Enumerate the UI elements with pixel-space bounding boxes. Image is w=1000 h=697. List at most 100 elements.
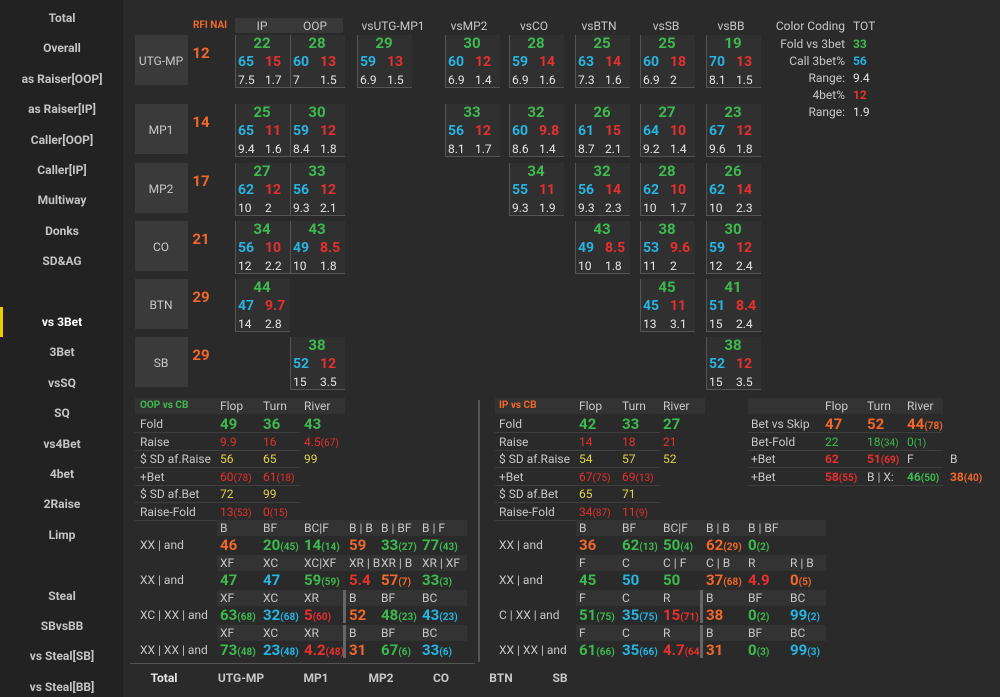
fourbet-value: 15 (265, 54, 282, 70)
tab[interactable]: SB (552, 671, 568, 685)
legend-label: Fold vs 3bet (780, 37, 845, 51)
call-value: 59 (293, 123, 310, 139)
sidebar-item[interactable]: vs Steal[SB] (29, 649, 95, 664)
sidebar-item[interactable]: as Raiser[IP] (28, 102, 96, 117)
grid-header: BF (263, 521, 278, 535)
row-line (748, 467, 943, 468)
fold-value: 19 (724, 34, 742, 52)
call-value: 62 (709, 182, 726, 198)
position-label: MP2 (148, 182, 174, 196)
grid-value: 0(5) (790, 571, 812, 589)
sidebar-item[interactable]: Steal (48, 588, 76, 603)
stat-value: 16 (263, 434, 277, 449)
grid-header: XF (220, 591, 235, 605)
sidebar-item[interactable]: Limp (48, 527, 76, 542)
stat-value: 4.5(67) (304, 434, 339, 449)
sidebar-item[interactable]: as Raiser[OOP] (21, 71, 103, 86)
grid-header: R (663, 591, 671, 605)
stat-cell (706, 163, 761, 216)
grid-value: 35(66) (622, 641, 658, 659)
fourbet-value: 8.5 (605, 240, 626, 256)
sample-count: (69) (880, 455, 900, 466)
sample-count: (45) (280, 542, 299, 553)
call-value: 49 (578, 240, 595, 256)
grid-label: XX | and (140, 538, 184, 552)
fold-value: 30 (308, 103, 326, 121)
row-label: Raise (140, 434, 170, 449)
stat-cell (706, 221, 761, 274)
position-label: MP1 (148, 123, 174, 137)
sidebar-item[interactable]: Caller[IP] (37, 163, 87, 177)
sidebar-item[interactable]: SQ (54, 406, 70, 421)
call-value: 62 (643, 182, 660, 198)
sample-count: (9) (635, 507, 649, 519)
stat-cell (706, 104, 761, 157)
grid-header: XC (263, 591, 279, 605)
call-value: 59 (512, 54, 529, 70)
tab[interactable]: Total (150, 671, 178, 685)
tab[interactable]: BTN (489, 671, 513, 685)
sidebar-item[interactable]: vs4Bet (43, 436, 81, 451)
fourbet-range: 1.7 (475, 142, 492, 156)
grid-value: 52 (349, 606, 367, 624)
fold-value: 33 (463, 103, 481, 121)
grid-header-bg (576, 555, 826, 571)
fold-value: 38 (724, 336, 742, 354)
stat-value: 51(69) (867, 452, 900, 466)
grid-label: XX | and (140, 573, 184, 587)
sidebar-item[interactable]: 3Bet (49, 345, 75, 360)
position-label: SB (153, 356, 169, 370)
sidebar-item[interactable]: SBvsBB (40, 619, 84, 633)
sidebar-item[interactable]: SD&AG (42, 254, 82, 269)
stat-value: 47 (825, 415, 843, 433)
row-line (135, 449, 300, 451)
sidebar-item[interactable]: vs 3Bet (41, 315, 83, 329)
call-range: 9.3 (512, 201, 529, 215)
sidebar-item[interactable]: 2Raise (43, 497, 81, 512)
stat-value: 62 (825, 452, 839, 466)
sidebar-item[interactable]: 4bet (49, 467, 75, 481)
grid-value: 4.2(48) (304, 641, 345, 659)
call-range: 10 (578, 259, 592, 273)
grid-header: BC (790, 591, 806, 605)
sample-count: (27) (398, 542, 417, 553)
tab[interactable]: CO (432, 671, 450, 685)
grid-header: XC (263, 556, 279, 570)
tab[interactable]: UTG-MP (217, 671, 265, 685)
stat-value: 38(40) (950, 469, 983, 484)
fold-value: 34 (527, 162, 545, 180)
fold-value: 30 (724, 220, 742, 238)
position-box (135, 35, 188, 85)
call-value: 45 (643, 298, 660, 314)
sample-count: (1) (913, 437, 927, 449)
sample-count: (3) (807, 647, 820, 658)
fold-value: 38 (658, 220, 676, 238)
panel-column: Turn (622, 399, 646, 413)
sidebar-item[interactable]: Caller[OOP] (30, 132, 94, 147)
tab[interactable]: MP1 (303, 671, 329, 685)
stat-value: 69(13) (622, 469, 654, 484)
sidebar-item[interactable]: vsSQ (48, 375, 76, 390)
fourbet-value: 11 (265, 123, 282, 139)
stat-value: 99 (304, 452, 318, 466)
tab[interactable]: MP2 (368, 671, 394, 685)
divider (478, 400, 480, 662)
call-value: 65 (238, 123, 255, 139)
sidebar-item[interactable]: vs Steal[BB] (29, 679, 95, 694)
fourbet-value: 12 (265, 182, 282, 198)
fourbet-range: 3.5 (736, 375, 753, 389)
sidebar-item[interactable]: Overall (43, 41, 81, 56)
row-line (495, 432, 660, 433)
sidebar-item[interactable]: Donks (45, 223, 79, 238)
sidebar-item[interactable]: Total (48, 11, 76, 25)
sidebar-item[interactable]: Multiway (37, 193, 87, 208)
grid-header: BC|F (663, 521, 688, 535)
call-range: 9.3 (578, 201, 595, 215)
stat-cell (290, 163, 345, 216)
call-range: 7.5 (238, 73, 255, 87)
grid-header: BC|F (304, 521, 329, 535)
row-line (495, 484, 660, 486)
call-value: 63 (578, 54, 595, 70)
grid-header: BC (790, 626, 806, 640)
grid-value: 50 (622, 571, 640, 589)
